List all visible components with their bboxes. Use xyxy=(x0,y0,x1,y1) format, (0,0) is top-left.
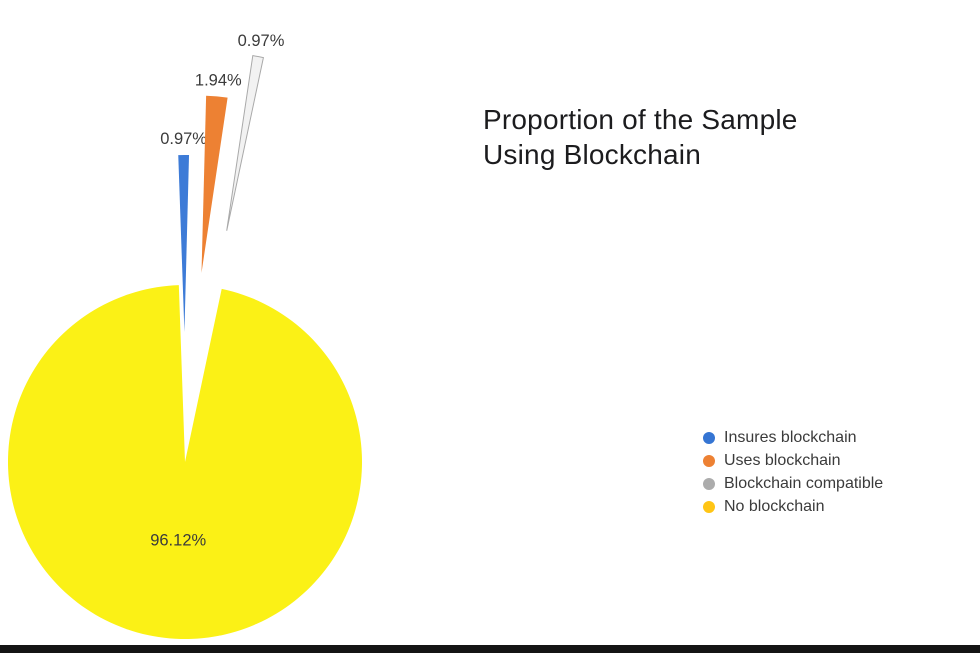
slice-data-label-3: 0.97% xyxy=(238,32,285,50)
legend-swatch-icon xyxy=(703,431,715,444)
legend-item-2: Uses blockchain xyxy=(703,449,883,472)
chart-title-line-1: Proportion of the Sample xyxy=(483,104,798,135)
legend-item-3: Blockchain compatible xyxy=(703,472,883,495)
legend-label: No blockchain xyxy=(724,497,825,515)
chart-title: Proportion of the Sample Using Blockchai… xyxy=(483,102,798,172)
chart-legend: Insures blockchain Uses blockchain Blockch… xyxy=(703,426,883,518)
legend-swatch-icon xyxy=(703,454,715,467)
pie-slice-3 xyxy=(226,55,265,231)
legend-swatch-icon xyxy=(703,500,715,513)
slice-data-label-2: 1.94% xyxy=(195,71,242,89)
legend-label: Blockchain compatible xyxy=(724,474,884,492)
pie-slice-4 xyxy=(7,285,362,640)
slice-data-label-1: 0.97% xyxy=(160,130,207,148)
slice-data-label-4: 96.12% xyxy=(150,532,206,550)
legend-item-4: No blockchain xyxy=(703,495,883,518)
pie-slice-2 xyxy=(201,95,228,273)
legend-swatch-icon xyxy=(703,477,715,490)
legend-label: Insures blockchain xyxy=(724,428,857,446)
legend-item-1: Insures blockchain xyxy=(703,426,883,449)
bottom-bar xyxy=(0,645,980,653)
legend-label: Uses blockchain xyxy=(724,451,841,469)
pie-slice-1 xyxy=(178,155,190,332)
chart-title-line-2: Using Blockchain xyxy=(483,139,701,170)
